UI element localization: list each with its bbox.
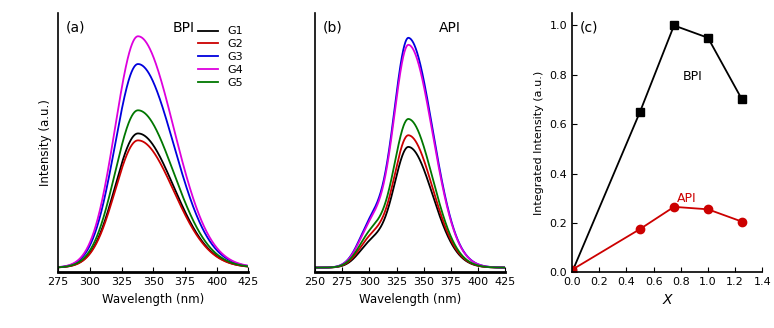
G3 [133,62,142,66]
G3 [140,65,149,69]
Text: BPI: BPI [173,21,194,35]
G4 [181,171,190,175]
G1 [197,239,207,243]
G1 [244,265,253,269]
Text: API: API [439,21,461,35]
X-axis label: Wavelength (nm): Wavelength (nm) [359,293,461,306]
G1 [181,211,190,215]
G1 [87,248,97,252]
G4 [87,236,97,240]
G2 [102,215,111,219]
G4 [102,174,111,177]
G1 [53,265,63,269]
G5 [87,245,97,249]
G2 [181,214,190,217]
G2 [133,138,142,142]
G4 [133,34,142,38]
G3 [181,182,190,186]
G4 [244,264,253,268]
G2 [87,249,97,253]
G2 [140,140,149,144]
Text: (a): (a) [66,21,85,35]
Line: G1: G1 [58,133,248,267]
G5 [181,201,190,205]
G3 [244,264,253,268]
G1 [166,177,175,181]
Text: (c): (c) [580,21,598,35]
G1 [140,134,149,138]
G5 [133,108,142,112]
Y-axis label: Integrated Intensity (a.u.): Integrated Intensity (a.u.) [534,71,544,215]
G3 [166,132,175,136]
Line: G3: G3 [58,64,248,267]
G3 [87,239,97,243]
Text: (b): (b) [323,21,342,35]
G5 [197,234,207,238]
Text: API: API [676,192,697,205]
G2 [53,265,63,269]
Y-axis label: Intensity (a.u.): Intensity (a.u.) [39,99,53,186]
G5 [53,265,63,269]
G2 [197,240,207,244]
G3 [53,265,63,269]
Legend: G1, G2, G3, G4, G5: G1, G2, G3, G4, G5 [198,27,243,88]
G2 [244,265,253,269]
G4 [197,219,207,223]
X-axis label: X: X [663,293,672,307]
G3 [197,225,207,229]
X-axis label: Wavelength (nm): Wavelength (nm) [102,293,204,306]
G5 [102,203,111,207]
G4 [140,38,149,42]
G5 [166,162,175,166]
G3 [102,185,111,189]
G1 [133,132,142,135]
G5 [244,264,253,268]
G4 [53,265,63,269]
G1 [102,212,111,216]
Line: G2: G2 [58,140,248,267]
Text: BPI: BPI [683,71,702,84]
Line: G5: G5 [58,110,248,267]
G2 [166,182,175,186]
G5 [140,111,149,115]
Line: G4: G4 [58,36,248,267]
G4 [166,113,175,117]
